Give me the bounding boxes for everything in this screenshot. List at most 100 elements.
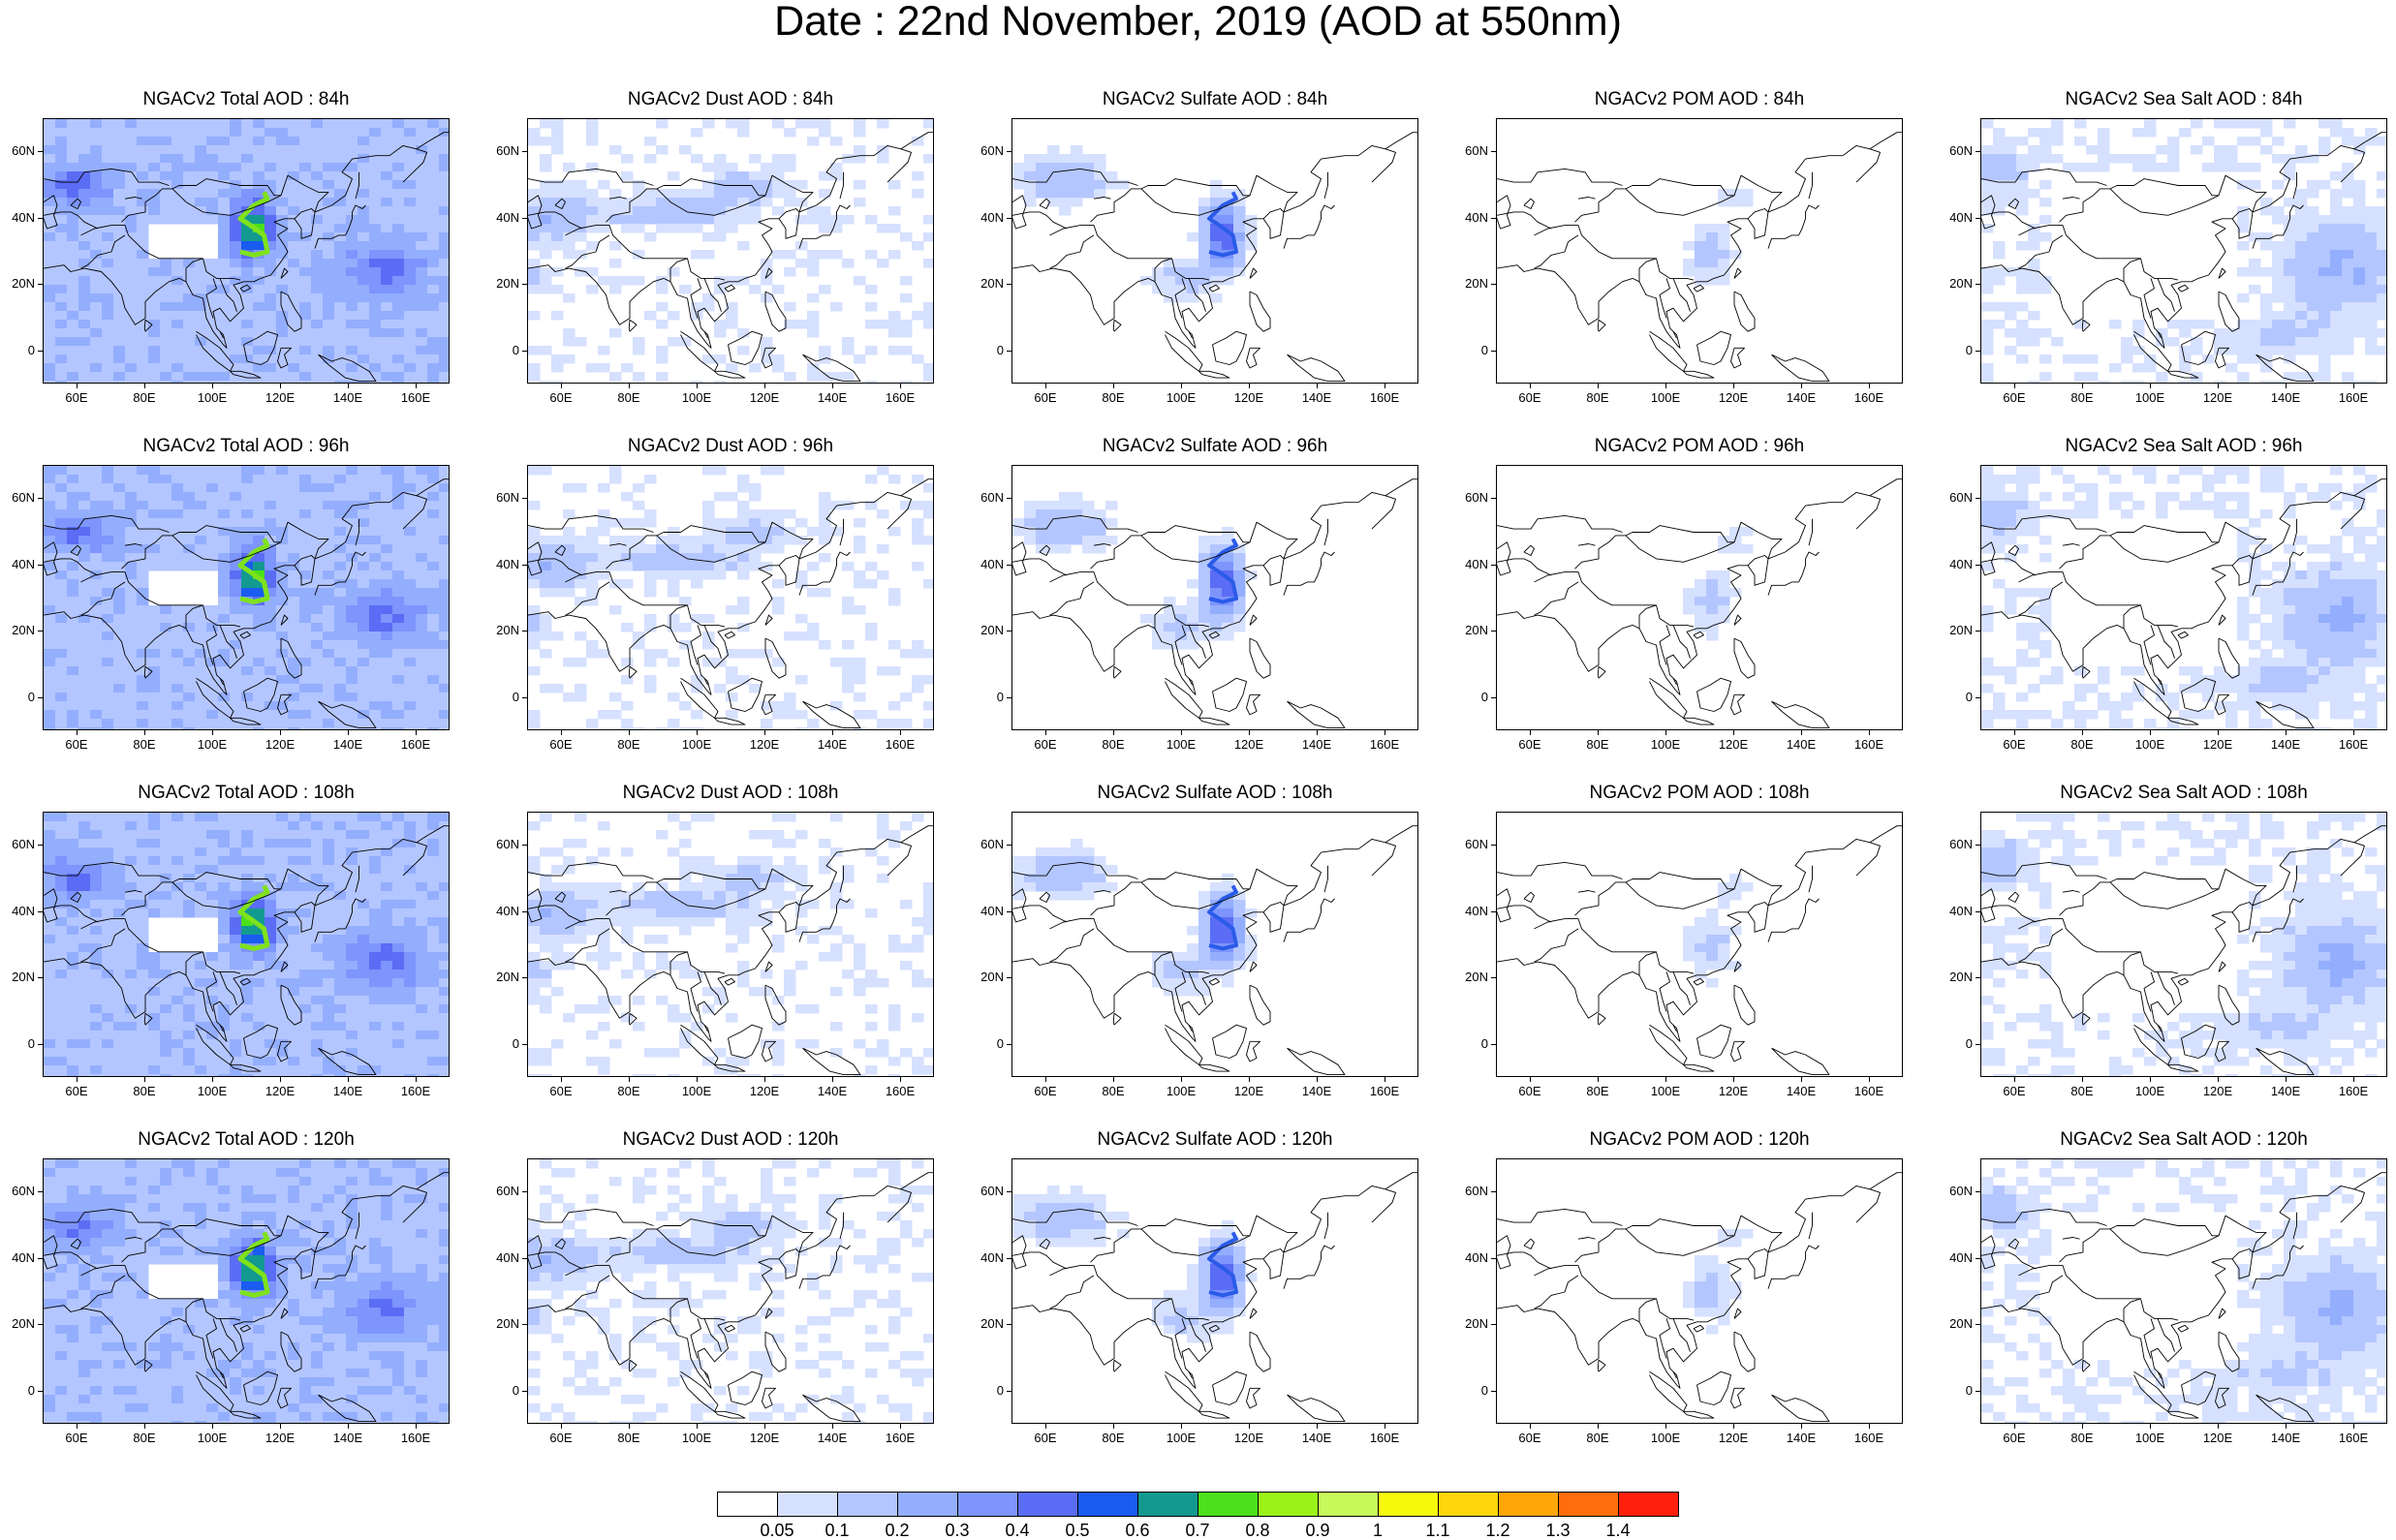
- lon-tick: [1181, 730, 1182, 735]
- lon-tick: [2353, 1424, 2354, 1429]
- lat-tick-label: 40N: [12, 209, 35, 225]
- aod-shading: [44, 1159, 449, 1423]
- map-panel-sulfate-120h: NGACv2 Sulfate AOD : 120h 60N 40N 20N 0 60E 80…: [969, 1129, 1418, 1445]
- lon-tick: [280, 384, 281, 388]
- lat-tick-label: 20N: [1949, 1316, 1973, 1332]
- map-frame: [1980, 812, 2387, 1077]
- lat-tick-label: 40N: [12, 1249, 35, 1265]
- aod-shading: [528, 119, 933, 383]
- panel-title: NGACv2 Sulfate AOD : 96h: [1102, 436, 1328, 456]
- aod-field: [44, 813, 449, 1076]
- lon-tick-label: 120E: [1718, 737, 1749, 752]
- lat-tick: [1007, 1257, 1011, 1259]
- colorbar-swatch: [837, 1492, 898, 1517]
- colorbar-label: 1.4: [1605, 1521, 1631, 1540]
- lon-tick-label: 160E: [1369, 1431, 1400, 1445]
- lon-tick: [1113, 1077, 1114, 1082]
- lat-tick-label: 40N: [496, 209, 519, 225]
- colorbar-label: 0.7: [1185, 1521, 1210, 1540]
- lat-tick-label: 0: [1480, 342, 1488, 357]
- lon-tick-label: 140E: [2270, 390, 2301, 405]
- colorbar-swatch: [1017, 1492, 1078, 1517]
- lon-tick-label: 60E: [1034, 390, 1057, 405]
- lon-tick: [1869, 1424, 1870, 1429]
- aod-peak-band: [237, 538, 270, 604]
- lon-tick-label: 160E: [400, 390, 431, 405]
- lat-tick-label: 40N: [1465, 209, 1488, 225]
- lon-tick: [212, 1424, 213, 1429]
- colorbar-swatch: [1318, 1492, 1379, 1517]
- lat-tick: [38, 977, 43, 979]
- lat-tick-label: 20N: [980, 1316, 1004, 1332]
- colorbar-swatch: [1198, 1492, 1259, 1517]
- panel-title: NGACv2 Total AOD : 108h: [138, 783, 355, 803]
- lat-tick-label: 20N: [1949, 623, 1973, 638]
- lat-tick: [1491, 1324, 1496, 1326]
- lat-tick: [1976, 1191, 1980, 1193]
- colorbar-label: 0.5: [1065, 1521, 1090, 1540]
- lon-tick: [2353, 1077, 2354, 1082]
- lon-tick-label: 160E: [2338, 737, 2369, 752]
- lon-tick-label: 100E: [1166, 390, 1197, 405]
- lon-tick-label: 80E: [1102, 1084, 1125, 1098]
- lat-tick-label: 20N: [12, 276, 35, 292]
- map-frame: [1496, 812, 1903, 1077]
- map-frame: [1496, 118, 1903, 384]
- aod-shading: [528, 813, 933, 1076]
- lon-tick: [1045, 730, 1046, 735]
- lon-tick-label: 140E: [1786, 1431, 1817, 1445]
- panel-title: NGACv2 Sea Salt AOD : 96h: [2065, 436, 2303, 456]
- lon-tick: [2150, 384, 2151, 388]
- aod-shading: [1012, 1186, 1258, 1343]
- lat-tick: [522, 1324, 527, 1326]
- map-panel-seasalt-96h: NGACv2 Sea Salt AOD : 96h 60N 40N 20N 0 60E 80…: [1938, 436, 2387, 752]
- lon-tick-label: 100E: [197, 390, 228, 405]
- lon-tick: [2353, 384, 2354, 388]
- colorbar-label: 0.4: [1005, 1521, 1030, 1540]
- lat-tick-label: 60N: [496, 143, 519, 159]
- lat-tick: [522, 217, 527, 219]
- lon-tick: [77, 730, 78, 735]
- lon-tick-label: 140E: [817, 1084, 848, 1098]
- lon-tick-label: 140E: [2270, 1084, 2301, 1098]
- lon-tick: [144, 384, 145, 388]
- lon-tick: [2014, 1077, 2015, 1082]
- map-frame: [43, 1158, 450, 1424]
- panel-title: NGACv2 Sulfate AOD : 84h: [1102, 89, 1328, 109]
- colorbar-swatch: [1077, 1492, 1138, 1517]
- map-panel-pom-120h: NGACv2 POM AOD : 120h 60N 40N 20N 0 60E 80E 100…: [1453, 1129, 1903, 1445]
- lon-tick-label: 120E: [749, 390, 780, 405]
- lon-tick-label: 120E: [264, 390, 296, 405]
- aod-field: [528, 119, 933, 383]
- colorbar-label: 0.8: [1245, 1521, 1270, 1540]
- lat-tick: [522, 1043, 527, 1045]
- lat-tick-label: 20N: [1465, 1316, 1488, 1332]
- lat-tick: [1007, 1191, 1011, 1193]
- colorbar-swatch: [1258, 1492, 1319, 1517]
- panel-title: NGACv2 Sea Salt AOD : 108h: [2060, 783, 2308, 803]
- lat-tick: [1976, 564, 1980, 566]
- lon-tick: [77, 1077, 78, 1082]
- colorbar-swatch: [1438, 1492, 1499, 1517]
- lon-tick: [561, 384, 562, 388]
- lon-tick-label: 80E: [617, 1431, 640, 1445]
- lon-tick: [212, 1077, 213, 1082]
- lon-tick: [764, 730, 765, 735]
- lon-tick: [697, 384, 698, 388]
- lon-tick-label: 100E: [681, 1084, 712, 1098]
- lat-tick: [1007, 284, 1011, 286]
- lon-tick-label: 160E: [1853, 1431, 1884, 1445]
- lat-tick-label: 0: [996, 1035, 1004, 1051]
- lat-tick: [38, 845, 43, 847]
- aod-shading: [1683, 527, 1754, 641]
- lat-tick-label: 0: [1965, 1382, 1973, 1398]
- map-panel-sulfate-108h: NGACv2 Sulfate AOD : 108h 60N 40N 20N 0 60E 80…: [969, 783, 1418, 1098]
- lon-tick-label: 80E: [2070, 1431, 2094, 1445]
- lon-tick-label: 100E: [1650, 1084, 1681, 1098]
- lat-tick: [522, 151, 527, 153]
- lat-tick-label: 20N: [1465, 276, 1488, 292]
- panel-title: NGACv2 Sea Salt AOD : 120h: [2060, 1129, 2308, 1150]
- lon-tick: [1249, 730, 1250, 735]
- coastlines: [44, 1172, 449, 1423]
- colorbar-label: 1.2: [1485, 1521, 1510, 1540]
